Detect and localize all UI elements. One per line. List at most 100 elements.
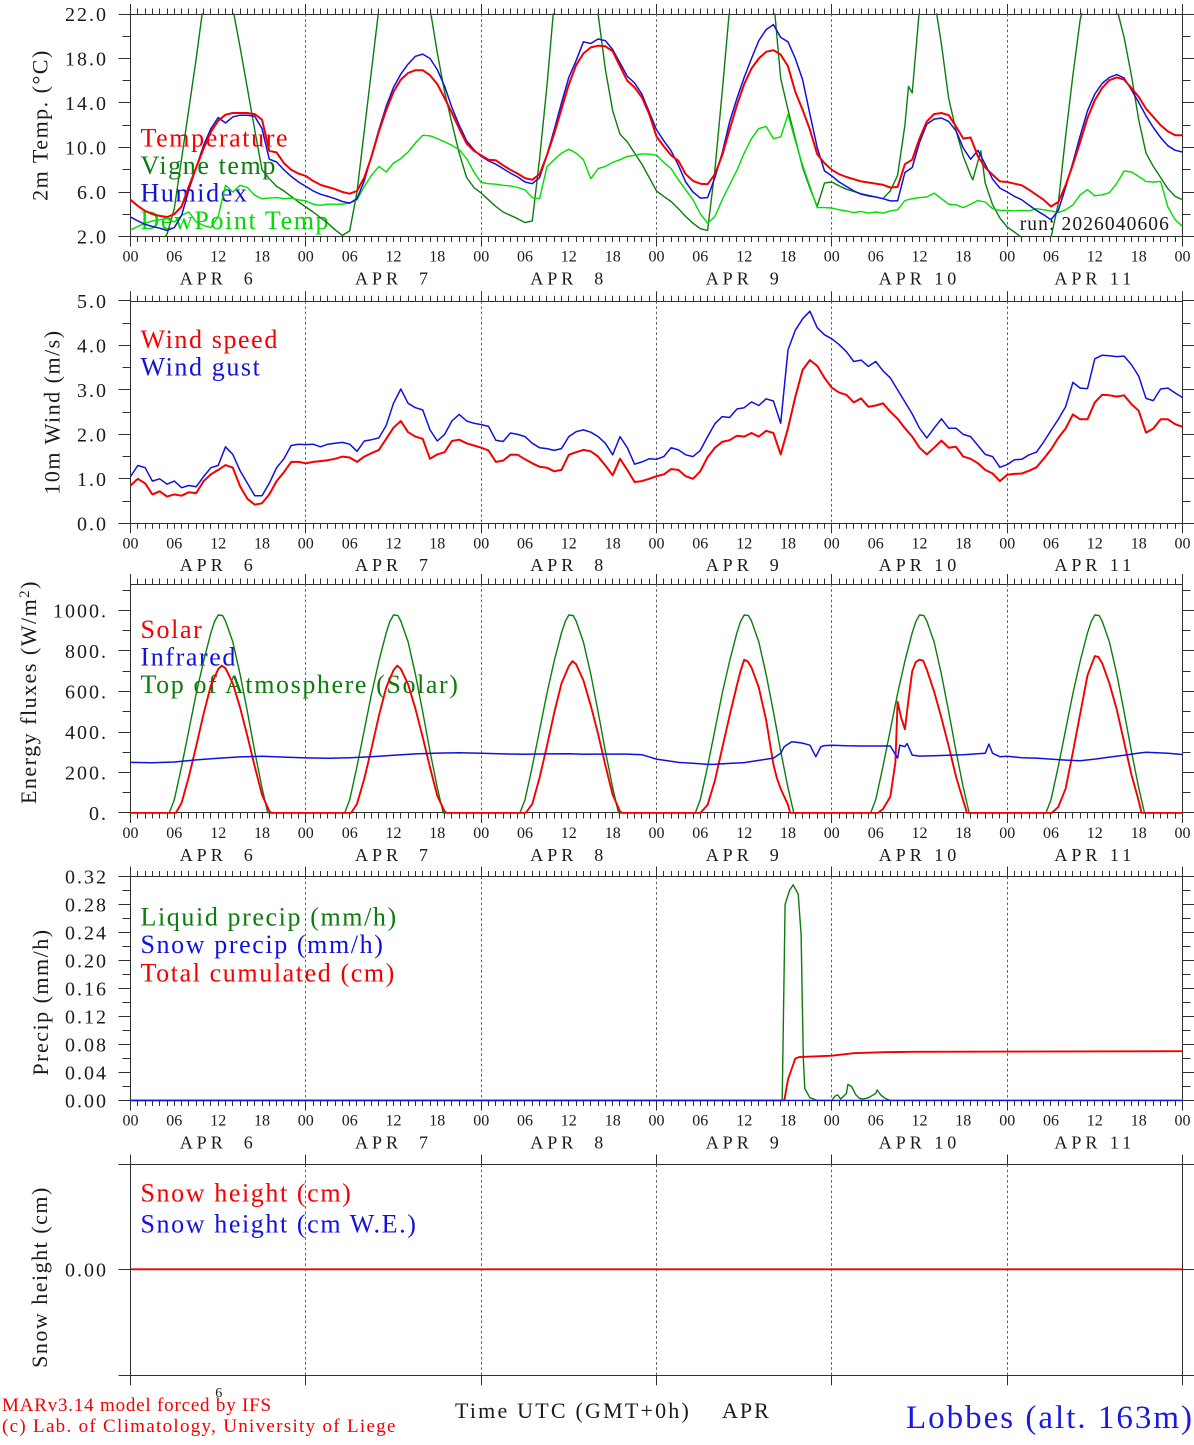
svg-text:APR 11: APR 11 xyxy=(1054,1132,1135,1152)
svg-text:400.: 400. xyxy=(65,722,108,744)
svg-text:00: 00 xyxy=(473,535,489,552)
svg-text:12: 12 xyxy=(386,535,402,552)
svg-text:6: 6 xyxy=(215,1386,222,1401)
svg-text:06: 06 xyxy=(692,535,708,552)
svg-text:Humidex: Humidex xyxy=(141,179,249,208)
svg-text:00: 00 xyxy=(1175,825,1191,842)
svg-text:10.0: 10.0 xyxy=(65,138,108,160)
svg-text:06: 06 xyxy=(692,249,708,266)
svg-text:APR 10: APR 10 xyxy=(879,1132,961,1152)
svg-text:00: 00 xyxy=(123,1113,139,1130)
svg-text:06: 06 xyxy=(342,535,358,552)
svg-text:APR 7: APR 7 xyxy=(355,268,432,288)
svg-text:06: 06 xyxy=(517,249,533,266)
svg-text:APR 9: APR 9 xyxy=(706,555,783,575)
svg-text:APR 6: APR 6 xyxy=(180,1132,257,1152)
svg-text:Wind gust: Wind gust xyxy=(141,353,262,382)
svg-text:00: 00 xyxy=(298,249,314,266)
svg-text:18: 18 xyxy=(605,535,621,552)
svg-text:6.0: 6.0 xyxy=(77,182,108,204)
svg-text:12: 12 xyxy=(561,825,577,842)
svg-text:12: 12 xyxy=(912,249,928,266)
svg-text:2.0: 2.0 xyxy=(77,227,108,249)
svg-text:APR 9: APR 9 xyxy=(706,845,783,865)
svg-text:06: 06 xyxy=(1043,825,1059,842)
svg-text:00: 00 xyxy=(824,825,840,842)
svg-text:12: 12 xyxy=(736,249,752,266)
svg-text:12: 12 xyxy=(210,249,226,266)
svg-text:2.0: 2.0 xyxy=(77,424,108,446)
svg-text:00: 00 xyxy=(649,1113,665,1130)
svg-text:18: 18 xyxy=(1131,1113,1147,1130)
svg-text:12: 12 xyxy=(736,825,752,842)
svg-text:0.00: 0.00 xyxy=(65,1091,108,1113)
svg-text:12: 12 xyxy=(561,535,577,552)
svg-text:18: 18 xyxy=(780,1113,796,1130)
svg-text:18: 18 xyxy=(254,535,270,552)
svg-text:APR 6: APR 6 xyxy=(180,268,257,288)
svg-text:06: 06 xyxy=(342,1113,358,1130)
svg-text:Solar: Solar xyxy=(141,615,204,644)
svg-text:200.: 200. xyxy=(65,763,108,785)
svg-text:APR 7: APR 7 xyxy=(355,1132,432,1152)
svg-text:4.0: 4.0 xyxy=(77,336,108,358)
svg-text:14.0: 14.0 xyxy=(65,93,108,115)
svg-text:00: 00 xyxy=(999,249,1015,266)
svg-text:00: 00 xyxy=(473,825,489,842)
svg-text:00: 00 xyxy=(473,249,489,266)
svg-text:00: 00 xyxy=(824,535,840,552)
svg-text:18: 18 xyxy=(605,1113,621,1130)
svg-text:APR 11: APR 11 xyxy=(1054,555,1135,575)
svg-text:00: 00 xyxy=(649,249,665,266)
svg-text:18: 18 xyxy=(1131,825,1147,842)
svg-text:00: 00 xyxy=(1175,1113,1191,1130)
svg-text:06: 06 xyxy=(1043,249,1059,266)
svg-text:Wind speed: Wind speed xyxy=(141,325,279,354)
svg-text:18: 18 xyxy=(254,1113,270,1130)
svg-text:06: 06 xyxy=(868,249,884,266)
svg-text:APR 7: APR 7 xyxy=(355,555,432,575)
svg-text:Liquid precip (mm/h): Liquid precip (mm/h) xyxy=(141,902,398,931)
svg-text:APR 8: APR 8 xyxy=(530,1132,607,1152)
svg-text:2m Temp. (°C): 2m Temp. (°C) xyxy=(28,49,53,201)
svg-text:18.0: 18.0 xyxy=(65,49,108,71)
svg-text:06: 06 xyxy=(517,825,533,842)
svg-text:Snow height (cm): Snow height (cm) xyxy=(27,1186,52,1368)
svg-text:12: 12 xyxy=(386,1113,402,1130)
svg-text:Lobbes (alt. 163m): Lobbes (alt. 163m) xyxy=(906,1400,1194,1436)
svg-text:0.32: 0.32 xyxy=(65,867,108,889)
svg-text:APR 9: APR 9 xyxy=(706,268,783,288)
svg-text:APR 6: APR 6 xyxy=(180,845,257,865)
svg-text:00: 00 xyxy=(1175,249,1191,266)
svg-text:Snow precip (mm/h): Snow precip (mm/h) xyxy=(141,930,385,959)
svg-text:0.04: 0.04 xyxy=(65,1063,108,1085)
svg-text:18: 18 xyxy=(429,249,445,266)
svg-text:18: 18 xyxy=(429,825,445,842)
svg-text:00: 00 xyxy=(649,825,665,842)
svg-text:18: 18 xyxy=(955,825,971,842)
svg-text:run: 2026040606: run: 2026040606 xyxy=(1020,214,1170,235)
svg-text:12: 12 xyxy=(912,825,928,842)
svg-text:18: 18 xyxy=(780,535,796,552)
svg-text:18: 18 xyxy=(429,535,445,552)
svg-text:APR 8: APR 8 xyxy=(530,845,607,865)
svg-text:12: 12 xyxy=(1087,535,1103,552)
svg-text:12: 12 xyxy=(386,825,402,842)
svg-text:Precip (mm/h): Precip (mm/h) xyxy=(28,928,53,1075)
svg-text:DewPoint Temp: DewPoint Temp xyxy=(141,206,331,235)
svg-text:0.0: 0.0 xyxy=(77,513,108,535)
svg-text:06: 06 xyxy=(868,825,884,842)
svg-text:APR 8: APR 8 xyxy=(530,555,607,575)
svg-text:12: 12 xyxy=(1087,1113,1103,1130)
svg-text:12: 12 xyxy=(1087,825,1103,842)
svg-text:18: 18 xyxy=(605,249,621,266)
svg-text:800.: 800. xyxy=(65,641,108,663)
svg-text:00: 00 xyxy=(824,1113,840,1130)
svg-text:06: 06 xyxy=(692,1113,708,1130)
svg-text:18: 18 xyxy=(1131,535,1147,552)
svg-text:1.0: 1.0 xyxy=(77,469,108,491)
svg-text:0.28: 0.28 xyxy=(65,895,108,917)
svg-text:Vigne temp: Vigne temp xyxy=(141,151,277,180)
svg-text:12: 12 xyxy=(736,535,752,552)
svg-text:1000.: 1000. xyxy=(53,601,108,623)
